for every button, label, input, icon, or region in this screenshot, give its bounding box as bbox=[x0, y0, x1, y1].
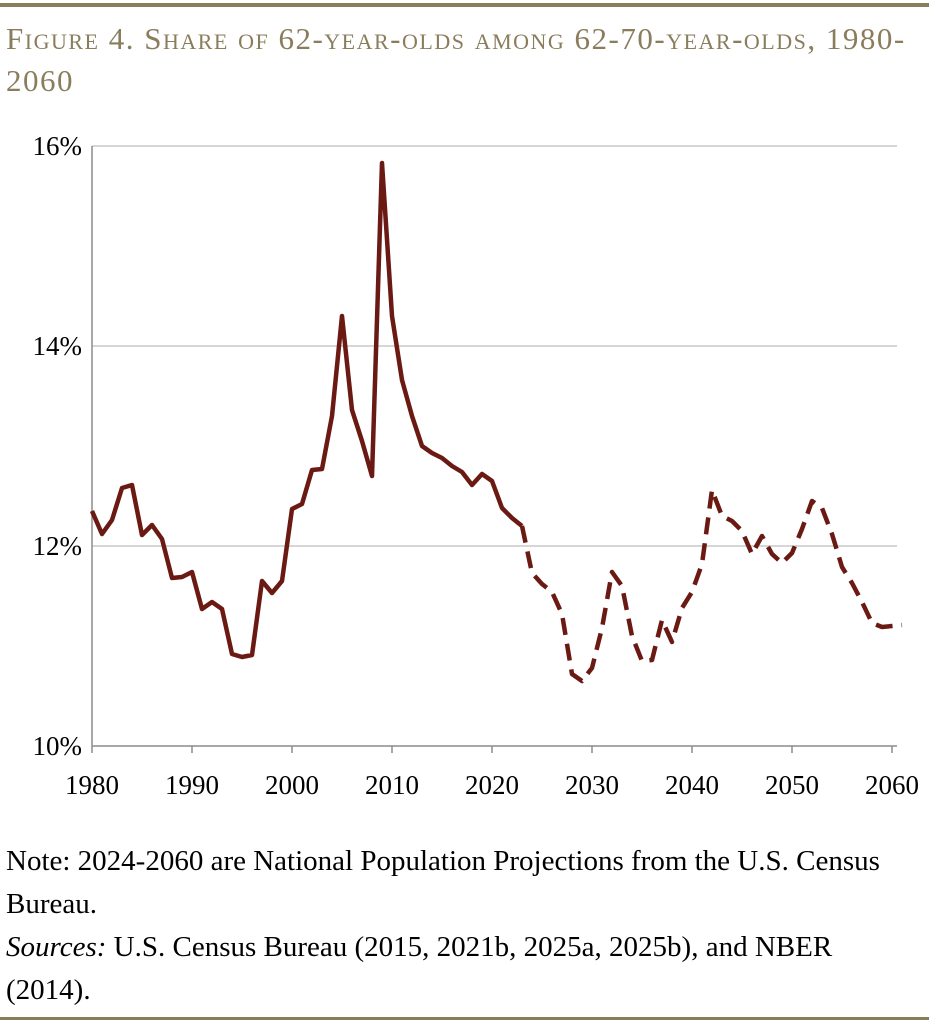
y-tick-label: 14% bbox=[33, 331, 83, 361]
series-lines bbox=[89, 160, 903, 684]
sources-text: U.S. Census Bureau (2015, 2021b, 2025a, … bbox=[6, 931, 833, 1006]
x-tick-label: 1990 bbox=[165, 770, 219, 800]
gridlines bbox=[92, 145, 897, 547]
projected-series-line bbox=[519, 487, 903, 684]
line-chart: 10% 12% 14% 16% 1980 1990 2000 2010 2020 2030 204… bbox=[33, 131, 920, 800]
figure-title: Figure 4. Share of 62-year-olds among 62… bbox=[6, 21, 906, 98]
top-rule bbox=[0, 3, 929, 7]
note-text: Note: 2024-2060 are National Population … bbox=[6, 845, 880, 920]
x-tick-labels: 1980 1990 2000 2010 2020 2030 2040 2050 2060 bbox=[65, 770, 919, 800]
x-tick-marks bbox=[91, 746, 893, 753]
historical-series-line bbox=[89, 160, 524, 660]
x-tick-label: 2040 bbox=[665, 770, 719, 800]
x-tick-label: 2030 bbox=[565, 770, 619, 800]
sources-label: Sources: bbox=[6, 931, 107, 963]
figure-note: Note: 2024-2060 are National Population … bbox=[6, 840, 921, 1012]
y-tick-label: 10% bbox=[33, 731, 83, 761]
sources-line: Sources: U.S. Census Bureau (2015, 2021b… bbox=[6, 926, 921, 1012]
x-tick-label: 2060 bbox=[865, 770, 919, 800]
y-tick-label: 12% bbox=[33, 531, 83, 561]
x-tick-label: 2020 bbox=[465, 770, 519, 800]
x-tick-label: 2010 bbox=[365, 770, 419, 800]
x-tick-label: 1980 bbox=[65, 770, 119, 800]
bottom-rule bbox=[0, 1017, 929, 1020]
x-tick-label: 2000 bbox=[265, 770, 319, 800]
y-tick-labels: 10% 12% 14% 16% bbox=[33, 131, 83, 761]
y-tick-label: 16% bbox=[33, 131, 83, 161]
x-tick-label: 2050 bbox=[765, 770, 819, 800]
